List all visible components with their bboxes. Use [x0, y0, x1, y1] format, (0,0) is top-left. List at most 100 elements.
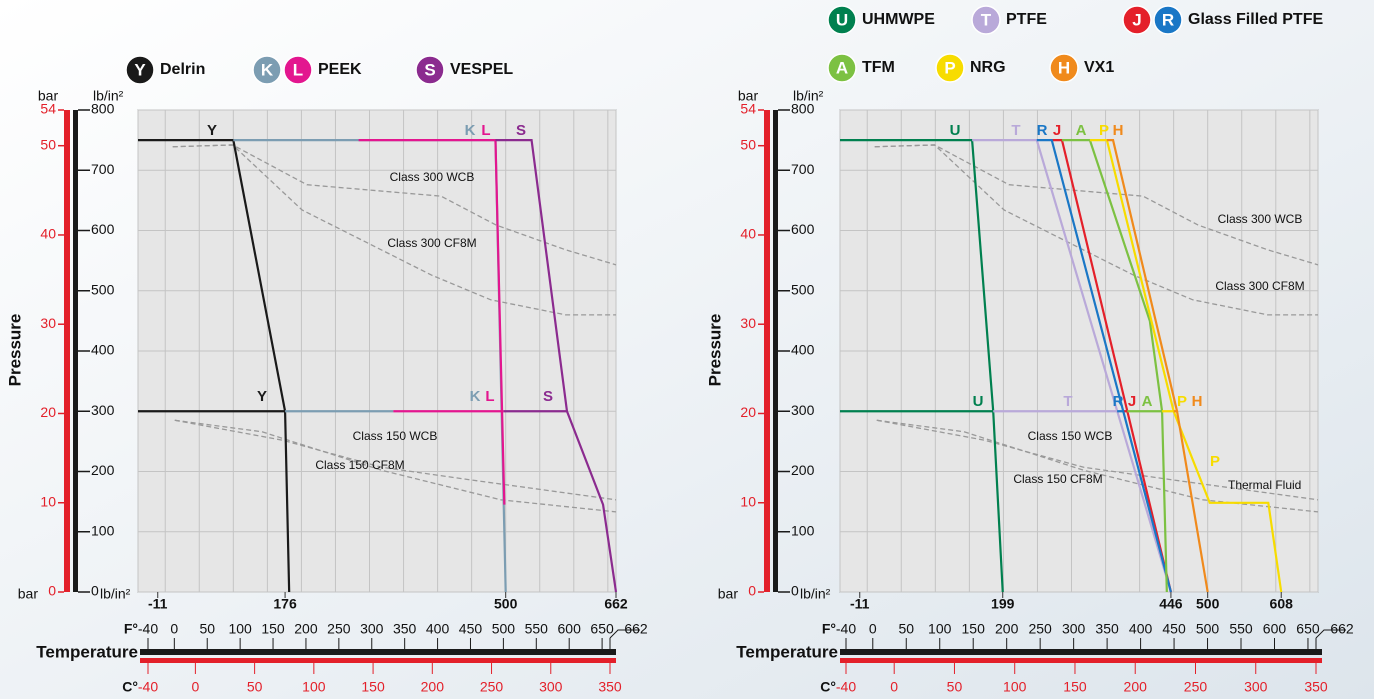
legend-badge: [1049, 53, 1079, 83]
f-scale-bar: [840, 649, 1322, 655]
series-letter: P: [1210, 453, 1220, 470]
c-tick-label: 200: [421, 679, 445, 695]
legend-letter: A: [836, 58, 848, 77]
series-letter: R: [1037, 122, 1048, 139]
f-tick-label: 500: [1196, 621, 1220, 637]
c-tick-label: 200: [1124, 679, 1148, 695]
psi-unit: lb/in²: [800, 586, 831, 602]
c-tick-label: 0: [191, 679, 199, 695]
f-scale-bar: [140, 649, 616, 655]
bar-unit: bar: [738, 88, 759, 104]
series-letter: P: [1099, 122, 1109, 139]
series-letter: S: [516, 122, 526, 139]
reference-curve: [876, 419, 1319, 513]
series-letter: K: [470, 388, 481, 405]
psi-tick-label: 100: [791, 522, 815, 538]
f-tick-label: 250: [327, 621, 351, 637]
f-tick-label: 350: [393, 621, 417, 637]
psi-tick-label: 400: [91, 342, 115, 358]
c-tick-label: -40: [138, 679, 158, 695]
psi-tick-label: 500: [91, 281, 115, 297]
psi-tick-label: 400: [791, 342, 815, 358]
series-line: [972, 139, 1172, 593]
f-tick-label: 662: [1330, 621, 1354, 637]
legend-letter: S: [424, 60, 435, 79]
c-tick-label: 100: [1003, 679, 1027, 695]
series-line: [138, 139, 291, 593]
psi-tick-label: 0: [791, 583, 799, 599]
c-scale-bar: [140, 658, 616, 663]
reference-curve: [874, 144, 1318, 316]
series-letter: H: [1113, 122, 1124, 139]
reference-label: Class 300 WCB: [1218, 212, 1303, 226]
x-tick-label: 662: [604, 596, 628, 612]
c-tick-label: 0: [890, 679, 898, 695]
bar-tick-label: 54: [40, 101, 56, 117]
x-tick-label: 500: [1196, 596, 1220, 612]
bar-tick-label: 20: [740, 404, 756, 420]
legend-label: VX1: [1084, 59, 1114, 76]
legend-badge: [827, 53, 857, 83]
series-letter: U: [950, 122, 961, 139]
psi-unit: lb/in²: [100, 586, 131, 602]
reference-label: Class 150 WCB: [353, 429, 438, 443]
f-unit: F°: [822, 621, 836, 637]
bar-tick-label: 30: [40, 315, 56, 331]
psi-tick-label: 0: [91, 583, 99, 599]
bar-tick-label: 40: [40, 226, 56, 242]
reference-label: Class 300 CF8M: [387, 236, 476, 250]
reference-curve: [876, 419, 1319, 501]
bar-tick-label: 50: [740, 136, 756, 152]
c-unit: C°: [122, 679, 138, 695]
bar-tick-label: 10: [40, 493, 56, 509]
c-tick-label: 100: [302, 679, 326, 695]
reference-label: Class 150 CF8M: [315, 458, 404, 472]
f-tick-label: 250: [1028, 621, 1052, 637]
psi-tick-label: 600: [791, 221, 815, 237]
bar-tick-label: 10: [740, 493, 756, 509]
c-tick-label: 50: [947, 679, 963, 695]
f-tick-label: 300: [360, 621, 384, 637]
psi-tick-label: 500: [791, 281, 815, 297]
legend-letter: T: [981, 10, 992, 29]
x-tick-label: 199: [991, 596, 1015, 612]
reference-curve: [172, 144, 616, 316]
f-tick-label: 350: [1095, 621, 1119, 637]
f-tick-label: 550: [1229, 621, 1253, 637]
x-tick-label: 176: [273, 596, 297, 612]
legend-label: UHMWPE: [862, 11, 935, 28]
f-tick-label: 50: [199, 621, 215, 637]
legend-letter: R: [1162, 10, 1174, 29]
psi-tick-label: 800: [791, 101, 815, 117]
bar-axis: [764, 110, 770, 592]
f-tick-label: 300: [1062, 621, 1086, 637]
y-axis-label: Pressure: [705, 314, 724, 387]
series-letter: Y: [257, 388, 267, 405]
f-tick-label: 100: [928, 621, 952, 637]
reference-curve: [174, 419, 617, 513]
legend-badge: [971, 5, 1001, 35]
psi-tick-label: 700: [791, 161, 815, 177]
series-line: [840, 139, 1004, 593]
series-letter: L: [485, 388, 494, 405]
c-tick-label: 150: [1063, 679, 1087, 695]
legend-badge: [935, 53, 965, 83]
x-tick-label: -11: [850, 596, 870, 612]
f-tick-label: 650: [590, 621, 614, 637]
c-tick-label: 350: [1304, 679, 1328, 695]
reference-label: Class 150 CF8M: [1013, 472, 1102, 486]
series-letter: T: [1011, 122, 1020, 139]
c-tick-label: 250: [480, 679, 504, 695]
series-letter: J: [1053, 122, 1061, 139]
bar-tick-label: 30: [740, 315, 756, 331]
f-tick-label: 400: [426, 621, 450, 637]
series-letter: P: [1177, 393, 1187, 410]
legend-badge: [827, 5, 857, 35]
psi-unit: lb/in²: [93, 88, 124, 104]
f-tick-label: 200: [294, 621, 318, 637]
reference-label: Class 300 CF8M: [1215, 279, 1304, 293]
series-line: [1036, 139, 1172, 593]
legend-letter: H: [1058, 58, 1070, 77]
bar-tick-label: 0: [48, 583, 56, 599]
